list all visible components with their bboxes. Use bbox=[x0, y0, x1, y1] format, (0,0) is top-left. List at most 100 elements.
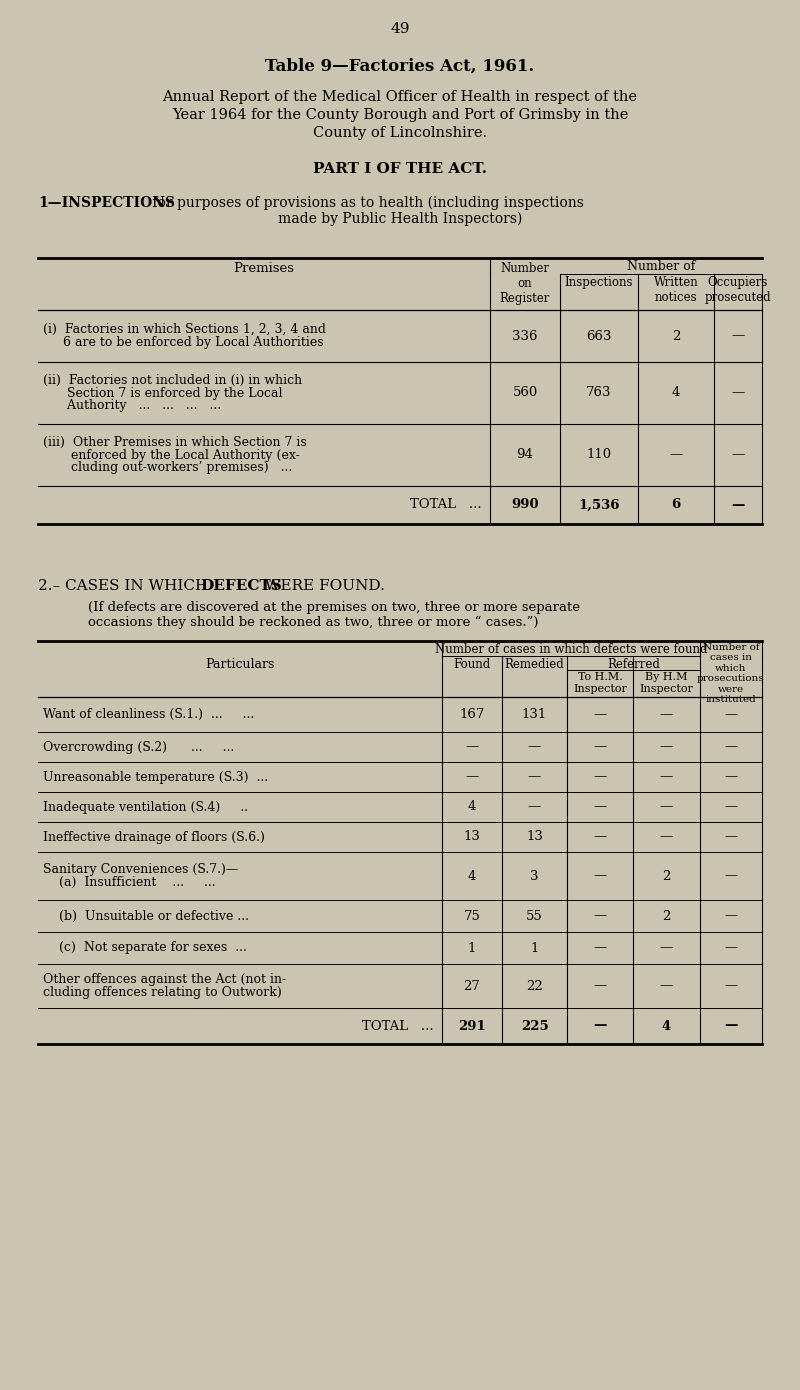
Text: —: — bbox=[594, 801, 606, 813]
Text: —: — bbox=[594, 1019, 606, 1033]
Text: Number of: Number of bbox=[627, 260, 695, 272]
Text: Inadequate ventilation (S.4)     ..: Inadequate ventilation (S.4) .. bbox=[43, 801, 248, 813]
Text: WERE FOUND.: WERE FOUND. bbox=[260, 580, 385, 594]
Text: 4: 4 bbox=[468, 870, 476, 883]
Text: —: — bbox=[594, 909, 606, 923]
Text: (If defects are discovered at the premises on two, three or more separate: (If defects are discovered at the premis… bbox=[88, 600, 580, 614]
Text: (c)  Not separate for sexes  ...: (c) Not separate for sexes ... bbox=[43, 941, 247, 955]
Text: —: — bbox=[660, 741, 673, 753]
Text: —: — bbox=[660, 941, 673, 955]
Text: —: — bbox=[594, 770, 606, 784]
Text: 75: 75 bbox=[463, 909, 481, 923]
Text: Ineffective drainage of floors (S.6.): Ineffective drainage of floors (S.6.) bbox=[43, 830, 265, 844]
Text: (b)  Unsuitable or defective ...: (b) Unsuitable or defective ... bbox=[43, 909, 249, 923]
Text: 2: 2 bbox=[662, 870, 670, 883]
Text: Table 9—Factories Act, 1961.: Table 9—Factories Act, 1961. bbox=[266, 58, 534, 75]
Text: Referred: Referred bbox=[607, 657, 660, 671]
Text: 663: 663 bbox=[586, 329, 612, 342]
Text: 13: 13 bbox=[463, 830, 481, 844]
Text: —: — bbox=[528, 801, 541, 813]
Text: Other offences against the Act (not in-: Other offences against the Act (not in- bbox=[43, 973, 286, 986]
Text: 6 are to be enforced by Local Authorities: 6 are to be enforced by Local Authoritie… bbox=[43, 336, 324, 349]
Text: 1,536: 1,536 bbox=[578, 499, 620, 512]
Text: 1: 1 bbox=[468, 941, 476, 955]
Text: 1—INSPECTIONS: 1—INSPECTIONS bbox=[38, 196, 175, 210]
Text: Section 7 is enforced by the Local: Section 7 is enforced by the Local bbox=[43, 386, 282, 399]
Text: —: — bbox=[724, 941, 738, 955]
Text: —: — bbox=[528, 770, 541, 784]
Text: 4: 4 bbox=[662, 1019, 671, 1033]
Text: —: — bbox=[731, 386, 745, 399]
Text: —: — bbox=[594, 708, 606, 721]
Text: Premises: Premises bbox=[234, 261, 294, 275]
Text: 94: 94 bbox=[517, 449, 534, 461]
Text: Overcrowding (S.2)      ...     ...: Overcrowding (S.2) ... ... bbox=[43, 741, 234, 753]
Text: (i)  Factories in which Sections 1, 2, 3, 4 and: (i) Factories in which Sections 1, 2, 3,… bbox=[43, 322, 326, 336]
Text: Want of cleanliness (S.1.)  ...     ...: Want of cleanliness (S.1.) ... ... bbox=[43, 708, 254, 721]
Text: cluding out-workers’ premises)   ...: cluding out-workers’ premises) ... bbox=[43, 461, 292, 474]
Text: —: — bbox=[724, 708, 738, 721]
Text: Unreasonable temperature (S.3)  ...: Unreasonable temperature (S.3) ... bbox=[43, 770, 268, 784]
Text: County of Lincolnshire.: County of Lincolnshire. bbox=[313, 126, 487, 140]
Text: Authority   ...   ...   ...   ...: Authority ... ... ... ... bbox=[43, 399, 221, 413]
Text: —: — bbox=[594, 870, 606, 883]
Text: —: — bbox=[660, 770, 673, 784]
Text: 2: 2 bbox=[662, 909, 670, 923]
Text: —: — bbox=[724, 980, 738, 992]
Text: 13: 13 bbox=[526, 830, 543, 844]
Text: 4: 4 bbox=[468, 801, 476, 813]
Text: Occupiers
prosecuted: Occupiers prosecuted bbox=[705, 277, 771, 304]
Text: TOTAL   ...: TOTAL ... bbox=[410, 499, 482, 512]
Text: —: — bbox=[594, 941, 606, 955]
Text: 560: 560 bbox=[512, 386, 538, 399]
Text: 2: 2 bbox=[672, 329, 680, 342]
Text: Remedied: Remedied bbox=[505, 657, 564, 671]
Text: —: — bbox=[724, 870, 738, 883]
Text: 763: 763 bbox=[586, 386, 612, 399]
Text: (ii)  Factories not included in (i) in which: (ii) Factories not included in (i) in wh… bbox=[43, 374, 302, 386]
Text: 336: 336 bbox=[512, 329, 538, 342]
Text: Year 1964 for the County Borough and Port of Grimsby in the: Year 1964 for the County Borough and Por… bbox=[172, 108, 628, 122]
Text: Found: Found bbox=[454, 657, 490, 671]
Text: 990: 990 bbox=[511, 499, 539, 512]
Text: 2.– CASES IN WHICH: 2.– CASES IN WHICH bbox=[38, 580, 213, 594]
Text: —: — bbox=[724, 801, 738, 813]
Text: 4: 4 bbox=[672, 386, 680, 399]
Text: —: — bbox=[660, 708, 673, 721]
Text: Written
notices: Written notices bbox=[654, 277, 698, 304]
Text: 225: 225 bbox=[521, 1019, 548, 1033]
Text: 22: 22 bbox=[526, 980, 543, 992]
Text: 131: 131 bbox=[522, 708, 547, 721]
Text: —: — bbox=[528, 741, 541, 753]
Text: —: — bbox=[594, 980, 606, 992]
Text: 291: 291 bbox=[458, 1019, 486, 1033]
Text: To H.M.
Inspector: To H.M. Inspector bbox=[573, 671, 627, 694]
Text: 3: 3 bbox=[530, 870, 538, 883]
Text: TOTAL   ...: TOTAL ... bbox=[362, 1019, 434, 1033]
Text: Particulars: Particulars bbox=[206, 657, 274, 671]
Text: 1: 1 bbox=[530, 941, 538, 955]
Text: Annual Report of the Medical Officer of Health in respect of the: Annual Report of the Medical Officer of … bbox=[162, 90, 638, 104]
Text: —: — bbox=[731, 449, 745, 461]
Text: —: — bbox=[724, 1019, 738, 1033]
Text: occasions they should be reckoned as two, three or more “ cases.”): occasions they should be reckoned as two… bbox=[88, 616, 538, 630]
Text: —: — bbox=[724, 909, 738, 923]
Text: —: — bbox=[724, 770, 738, 784]
Text: (a)  Insufficient    ...     ...: (a) Insufficient ... ... bbox=[43, 876, 216, 890]
Text: —: — bbox=[731, 499, 745, 512]
Text: Inspections: Inspections bbox=[565, 277, 634, 289]
Text: 6: 6 bbox=[671, 499, 681, 512]
Text: 167: 167 bbox=[459, 708, 485, 721]
Text: for purposes of provisions as to health (including inspections: for purposes of provisions as to health … bbox=[148, 196, 584, 210]
Text: cluding offences relating to Outwork): cluding offences relating to Outwork) bbox=[43, 986, 282, 999]
Text: —: — bbox=[724, 830, 738, 844]
Text: PART I OF THE ACT.: PART I OF THE ACT. bbox=[313, 163, 487, 177]
Text: DEFECTS: DEFECTS bbox=[200, 580, 282, 594]
Text: —: — bbox=[670, 449, 682, 461]
Text: 110: 110 bbox=[586, 449, 611, 461]
Text: 27: 27 bbox=[463, 980, 481, 992]
Text: Number of
cases in
which
prosecutions
were
instituted: Number of cases in which prosecutions we… bbox=[697, 644, 765, 703]
Text: —: — bbox=[594, 830, 606, 844]
Text: —: — bbox=[660, 830, 673, 844]
Text: By H.M
Inspector: By H.M Inspector bbox=[639, 671, 694, 694]
